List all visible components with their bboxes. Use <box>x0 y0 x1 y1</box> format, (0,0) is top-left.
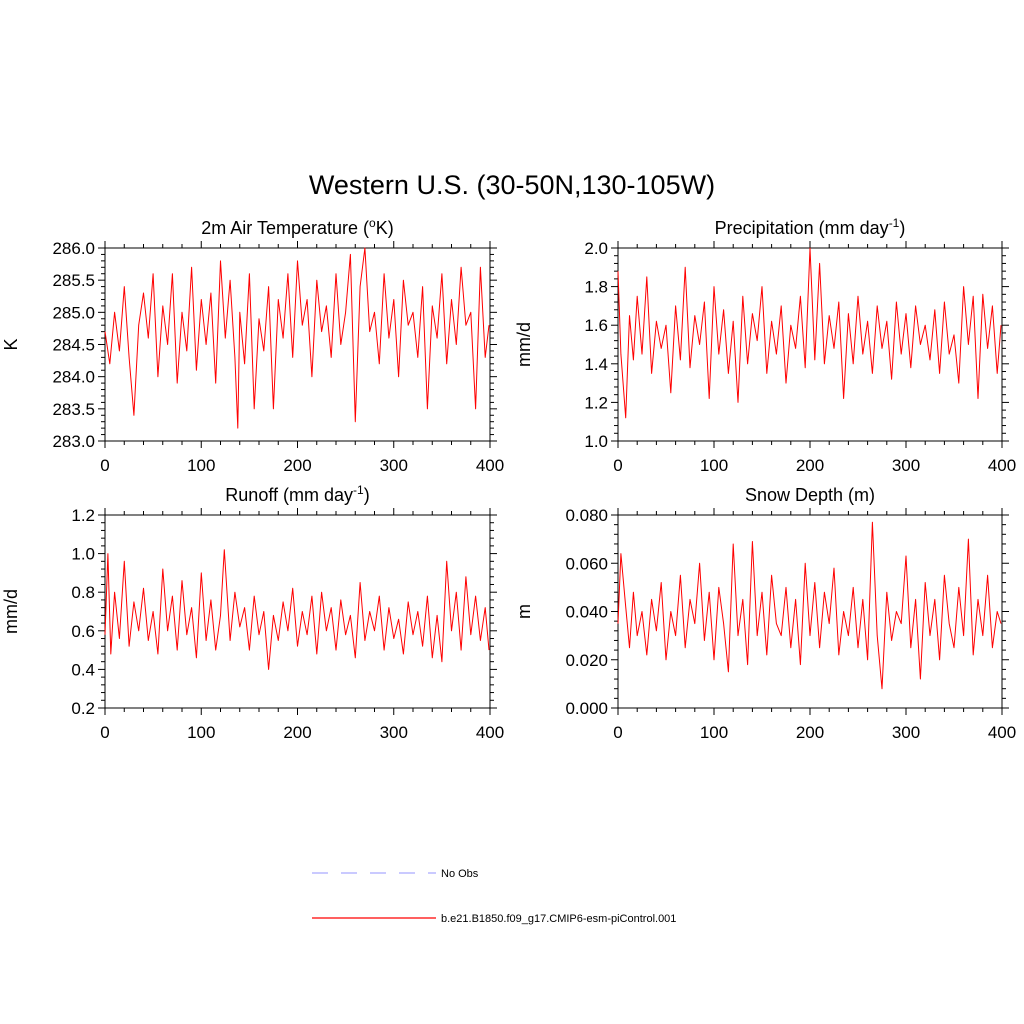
x-tick-label: 100 <box>700 456 728 475</box>
panel-top-left: 2m Air Temperature (oK) K 283.0 283.5 284.0 2… <box>1 216 504 475</box>
panel-bottom-left: Runoff (mm day-1) mm/d 0.2 0.4 0.6 0.8 1.0 1.2 0… <box>1 483 504 742</box>
y-tick-label: 283.5 <box>52 400 95 419</box>
panel-title: 2m Air Temperature (oK) <box>201 216 393 238</box>
y-tick-label: 284.0 <box>52 368 95 387</box>
x-tick-label: 400 <box>476 723 504 742</box>
y-tick-label: 284.5 <box>52 336 95 355</box>
x-tick-label: 100 <box>187 723 215 742</box>
x-tick-label: 100 <box>700 723 728 742</box>
y-tick-label: 0.060 <box>565 554 608 573</box>
y-tick-label: 0.020 <box>565 651 608 670</box>
y-tick-label: 0.000 <box>565 699 608 718</box>
y-tick-label: 0.080 <box>565 506 608 525</box>
x-tick-label: 0 <box>100 456 109 475</box>
legend: No Obs b.e21.B1850.f09_g17.CMIP6-esm-piCo… <box>312 868 676 925</box>
series-line <box>104 549 490 670</box>
x-tick-label: 300 <box>892 456 920 475</box>
y-tick-label: 0.4 <box>71 660 95 679</box>
x-tick-label: 0 <box>613 456 622 475</box>
y-tick-label: 0.040 <box>565 603 608 622</box>
x-tick-label: 300 <box>380 456 408 475</box>
series-line <box>617 247 1002 419</box>
y-axis-label: mm/d <box>514 322 534 367</box>
panel-bottom-right: Snow Depth (m) m 0.000 0.020 0.040 0.060 0.080… <box>514 485 1016 742</box>
y-tick-label: 0.6 <box>71 622 95 641</box>
y-tick-label: 0.2 <box>71 699 95 718</box>
x-tick-label: 0 <box>100 723 109 742</box>
y-tick-label: 1.2 <box>584 393 608 412</box>
y-tick-label: 286.0 <box>52 239 95 258</box>
y-axis-label: m <box>514 604 534 619</box>
y-tick-label: 1.2 <box>71 506 95 525</box>
y-tick-label: 1.0 <box>584 432 608 451</box>
y-tick-label: 1.8 <box>584 278 608 297</box>
y-tick-label: 1.4 <box>584 355 608 374</box>
y-tick-label: 1.0 <box>71 545 95 564</box>
y-axis-label: mm/d <box>1 589 21 634</box>
x-tick-label: 200 <box>796 456 824 475</box>
x-tick-label: 0 <box>613 723 622 742</box>
series-line <box>617 521 1002 690</box>
x-tick-label: 400 <box>476 456 504 475</box>
x-tick-label: 200 <box>796 723 824 742</box>
panel-title: Runoff (mm day-1) <box>225 483 369 505</box>
x-tick-label: 400 <box>988 456 1016 475</box>
y-tick-label: 283.0 <box>52 432 95 451</box>
panels: 2m Air Temperature (oK) K 283.0 283.5 284.0 2… <box>1 216 1016 742</box>
y-tick-label: 2.0 <box>584 239 608 258</box>
panel-title: Precipitation (mm day-1) <box>715 216 906 238</box>
x-tick-label: 200 <box>283 723 311 742</box>
y-tick-label: 285.0 <box>52 303 95 322</box>
figure-title: Western U.S. (30-50N,130-105W) <box>309 170 715 200</box>
legend-label: b.e21.B1850.f09_g17.CMIP6-esm-piControl.… <box>441 913 676 925</box>
y-axis-label: K <box>1 338 21 350</box>
x-tick-label: 300 <box>380 723 408 742</box>
x-tick-label: 400 <box>988 723 1016 742</box>
y-tick-label: 0.8 <box>71 583 95 602</box>
y-tick-label: 285.5 <box>52 271 95 290</box>
x-tick-label: 300 <box>892 723 920 742</box>
y-tick-label: 1.6 <box>584 316 608 335</box>
legend-label: No Obs <box>441 868 479 880</box>
series-line <box>104 247 490 429</box>
panel-title: Snow Depth (m) <box>745 485 875 505</box>
panel-top-right: Precipitation (mm day-1) mm/d 1.0 1.2 1.4 1.6… <box>514 216 1016 475</box>
x-tick-label: 100 <box>187 456 215 475</box>
x-tick-label: 200 <box>283 456 311 475</box>
